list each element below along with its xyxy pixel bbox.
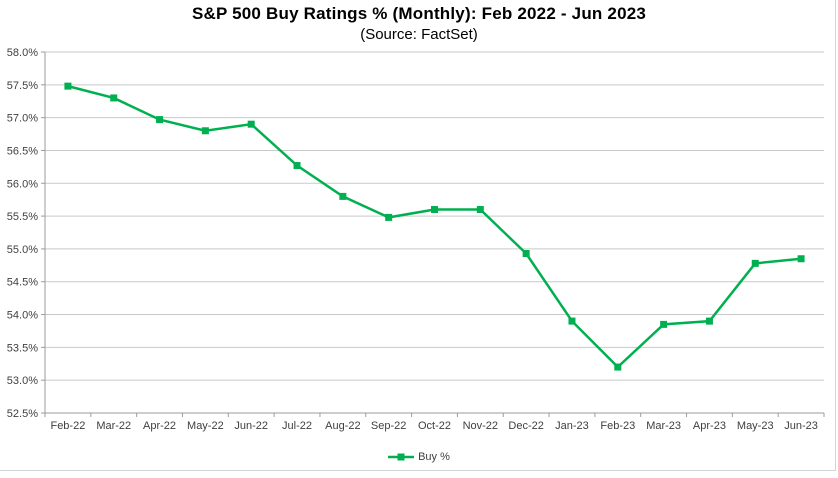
data-point-marker xyxy=(751,259,759,267)
x-tick-label: Mar-23 xyxy=(646,420,681,432)
data-point-marker xyxy=(431,206,438,214)
legend-label: Buy % xyxy=(418,451,450,463)
data-point-marker xyxy=(201,127,209,135)
data-point-marker xyxy=(705,317,713,325)
y-tick-label: 54.5% xyxy=(7,277,38,289)
y-tick-label: 54.0% xyxy=(7,310,38,322)
x-tick-label: Apr-23 xyxy=(693,420,726,432)
x-tick-label: Feb-22 xyxy=(50,420,85,432)
data-point-marker xyxy=(797,255,805,263)
x-tick-label: Dec-22 xyxy=(508,420,543,432)
y-tick-label: 53.5% xyxy=(7,342,38,354)
data-point-marker xyxy=(110,94,118,102)
x-tick-label: May-23 xyxy=(737,420,774,432)
y-tick-label: 57.5% xyxy=(7,80,38,92)
data-point-marker xyxy=(660,320,668,328)
y-tick-label: 53.0% xyxy=(7,375,38,387)
data-point-marker xyxy=(293,162,301,170)
y-tick-label: 56.0% xyxy=(7,178,38,190)
data-point-marker xyxy=(568,317,576,325)
data-point-marker xyxy=(476,206,484,214)
y-tick-label: 52.5% xyxy=(7,408,38,420)
x-tick-label: Jan-23 xyxy=(555,420,589,432)
y-tick-label: 55.5% xyxy=(7,211,38,223)
plot-area: 52.5% 53.0% 53.5% 54.0% 54.5% 55.0% 55.5% 56.0%… xyxy=(7,47,825,432)
data-point-marker xyxy=(156,116,164,124)
chart-subtitle: (Source: FactSet) xyxy=(360,26,478,43)
x-tick-label: Feb-23 xyxy=(600,420,635,432)
data-point-marker xyxy=(522,250,530,258)
x-tick-label: Sep-22 xyxy=(371,420,406,432)
legend-line-marker-icon xyxy=(388,453,415,461)
x-tick-label: Jun-22 xyxy=(234,420,268,432)
x-tick-label: Mar-22 xyxy=(96,420,131,432)
y-tick-label: 56.5% xyxy=(7,145,38,157)
legend: Buy % xyxy=(0,451,838,463)
y-tick-label: 58.0% xyxy=(7,47,38,59)
x-tick-label: Jul-22 xyxy=(282,420,312,432)
x-tick-label: May-22 xyxy=(187,420,224,432)
x-tick-label: Aug-22 xyxy=(325,420,360,432)
x-tick-label: Jun-23 xyxy=(784,420,818,432)
chart-title: S&P 500 Buy Ratings % (Monthly): Feb 202… xyxy=(191,4,647,23)
x-tick-label: Oct-22 xyxy=(418,420,451,432)
series-line xyxy=(67,84,802,369)
x-tick-label: Nov-22 xyxy=(463,420,498,432)
data-point-marker xyxy=(385,213,393,221)
data-point-marker xyxy=(247,120,255,128)
data-point-marker xyxy=(339,192,347,200)
y-tick-label: 55.0% xyxy=(7,244,38,256)
x-tick-label: Apr-22 xyxy=(143,420,176,432)
y-tick-label: 57.0% xyxy=(7,113,38,125)
data-point-marker xyxy=(614,363,622,371)
data-point-marker xyxy=(64,82,72,90)
